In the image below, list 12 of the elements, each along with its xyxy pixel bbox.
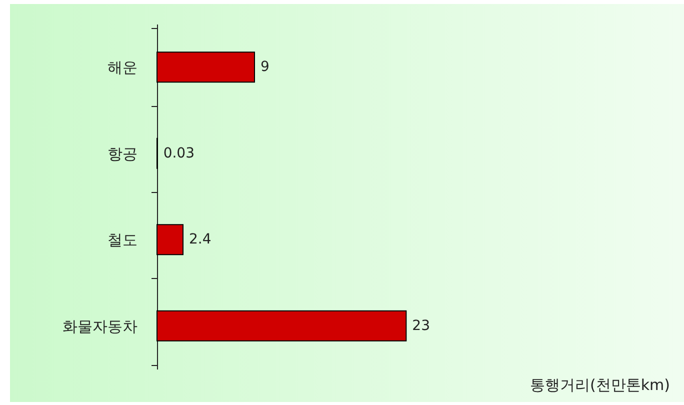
y-tick-label: 철도 <box>108 231 138 250</box>
bar <box>156 52 255 83</box>
y-tick-label: 화물자동차 <box>62 317 138 336</box>
bar <box>156 224 184 256</box>
y-tick-label: 해운 <box>108 58 138 77</box>
y-tick-label: 항공 <box>108 144 138 163</box>
text: 통행거리(천만톤km) <box>530 376 670 395</box>
data-label: 9 <box>260 59 270 76</box>
data-label: 23 <box>412 318 430 334</box>
bar <box>156 310 407 342</box>
data-label: 0.03 <box>163 145 194 162</box>
data-label: 2.4 <box>189 232 212 248</box>
